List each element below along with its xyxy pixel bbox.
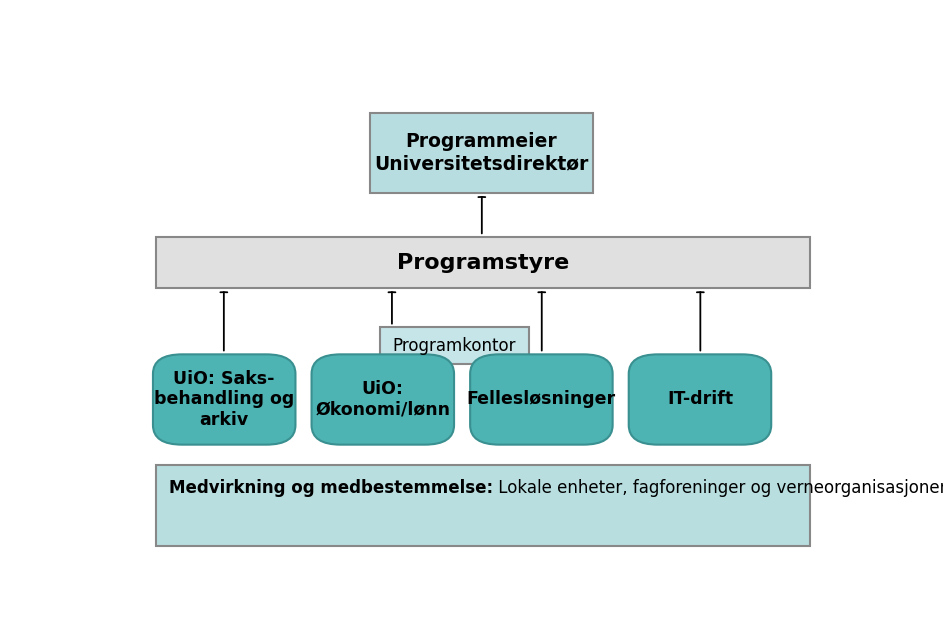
FancyBboxPatch shape	[370, 113, 593, 193]
Text: Programstyre: Programstyre	[397, 253, 569, 273]
FancyBboxPatch shape	[471, 354, 613, 444]
FancyBboxPatch shape	[311, 354, 455, 444]
Text: Lokale enheter, fagforeninger og verneorganisasjonen: Lokale enheter, fagforeninger og verneor…	[493, 479, 943, 496]
FancyBboxPatch shape	[156, 465, 810, 546]
FancyBboxPatch shape	[629, 354, 771, 444]
Text: Fellesløsninger: Fellesløsninger	[467, 391, 616, 408]
FancyBboxPatch shape	[379, 328, 529, 364]
Text: Programmeier
Universitetsdirektør: Programmeier Universitetsdirektør	[374, 133, 588, 174]
FancyBboxPatch shape	[153, 354, 295, 444]
Text: IT-drift: IT-drift	[667, 391, 733, 408]
Text: Programkontor: Programkontor	[392, 337, 516, 355]
FancyBboxPatch shape	[156, 237, 810, 288]
Text: Medvirkning og medbestemmelse:: Medvirkning og medbestemmelse:	[169, 479, 493, 496]
Text: UiO:
Økonomi/lønn: UiO: Økonomi/lønn	[315, 380, 451, 419]
Text: UiO: Saks-
behandling og
arkiv: UiO: Saks- behandling og arkiv	[154, 370, 294, 429]
